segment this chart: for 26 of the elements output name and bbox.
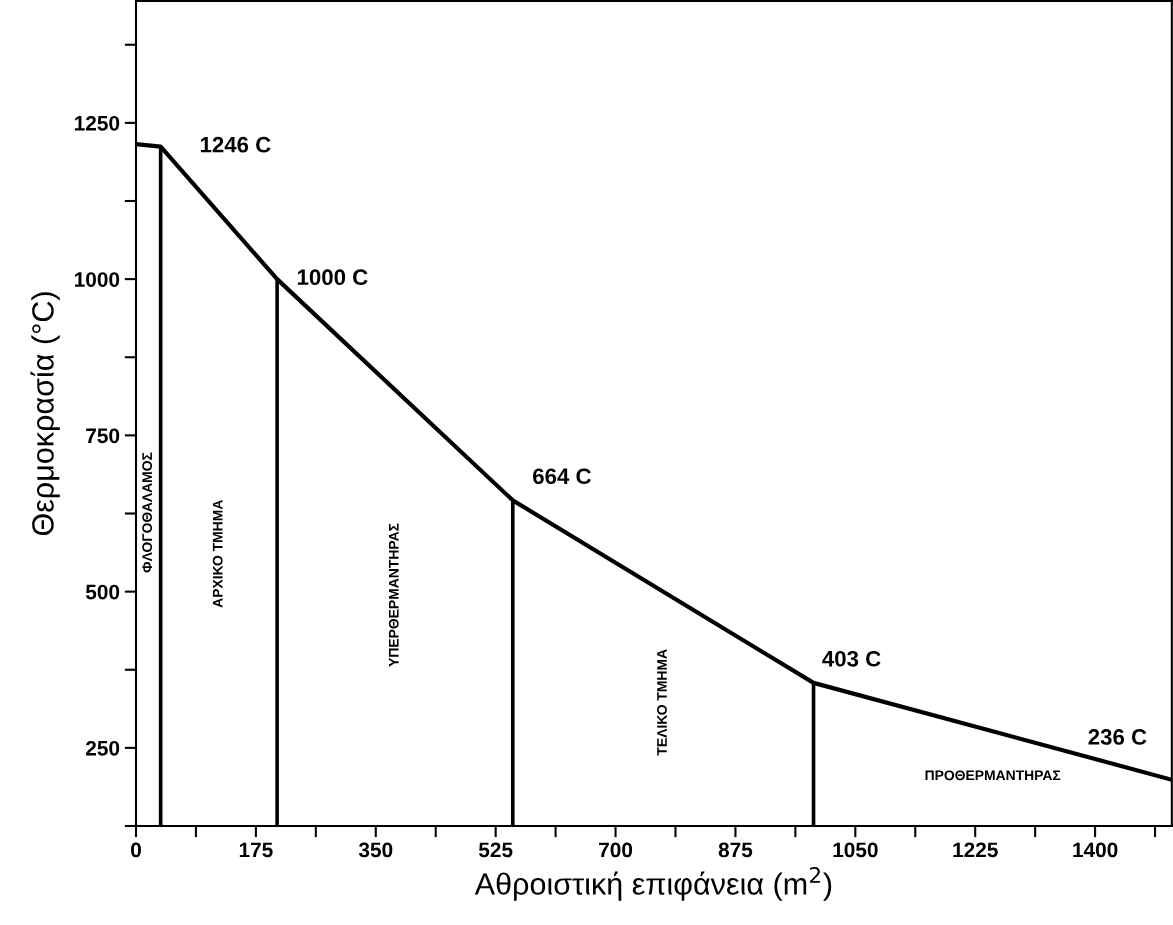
annotation: 1000 C <box>297 269 368 286</box>
x-tick-label: 525 <box>478 842 513 858</box>
annotation: 664 C <box>533 468 591 485</box>
annotation: 403 C <box>822 650 881 667</box>
y-tick-label: 1250 <box>75 115 120 131</box>
annotation: 236 C <box>1088 729 1147 745</box>
x-tick-label: 0 <box>131 842 141 858</box>
annotation: ΠΡΟΘΕΡΜΑΝΤΗΡΑΣ <box>925 770 1061 781</box>
x-tick-label: 1400 <box>1073 842 1118 858</box>
annotation: ΤΕΛΙΚΟ ΤΜΗΜΑ <box>657 649 667 756</box>
x-tick-label: 700 <box>599 842 633 858</box>
y-axis-title: Θερμοκρασία (°C) <box>30 292 60 536</box>
y-tick-label: 1000 <box>75 272 120 287</box>
annotation: ΑΡΧΙΚΟ ΤΜΗΜΑ <box>212 500 223 608</box>
annotation: 1246 C <box>200 136 271 153</box>
y-tick-label: 750 <box>86 428 120 444</box>
x-axis-title: Αθροιστική επιφάνεια (m$^{2}$) <box>474 866 832 901</box>
x-tick-label: 175 <box>239 842 273 858</box>
y-tick-label: 250 <box>85 740 120 756</box>
annotation: ΦΛΟΓΟΘΑΛΑΜΟΣ <box>142 452 153 573</box>
x-tick-label: 1225 <box>953 842 998 858</box>
x-tick-label: 1050 <box>833 842 878 858</box>
y-tick-label: 500 <box>85 584 120 600</box>
x-tick-label: 875 <box>718 842 753 858</box>
x-tick-label: 350 <box>358 842 393 858</box>
annotation: ΥΠΕΡΘΕΡΜΑΝΤΗΡΑΣ <box>388 523 399 667</box>
